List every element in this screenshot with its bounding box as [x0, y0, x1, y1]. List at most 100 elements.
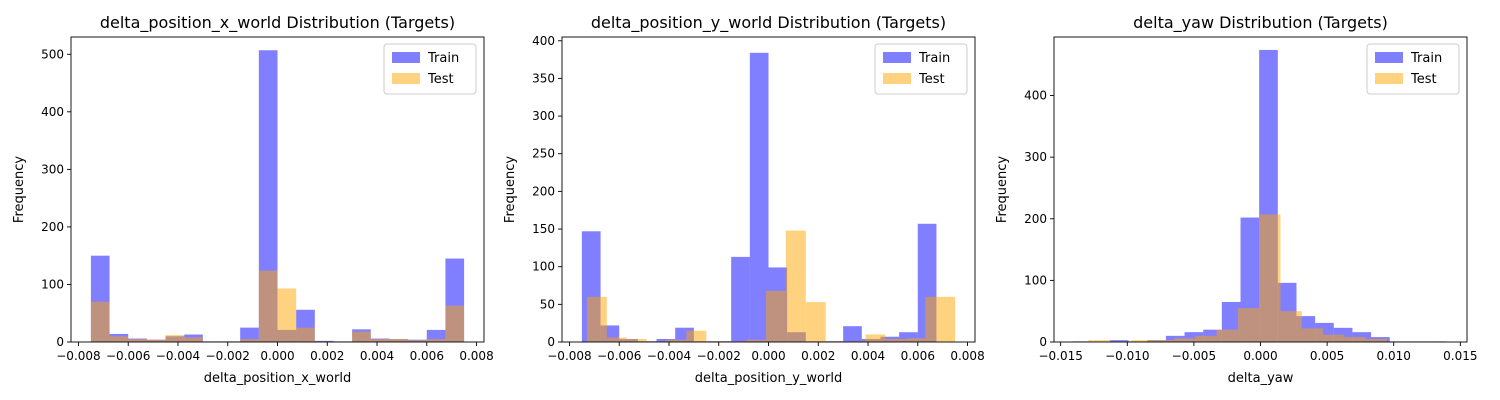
y-tick-label: 300 — [532, 109, 555, 123]
bar-test-9 — [1280, 311, 1302, 342]
x-tick-label: 0.010 — [1377, 349, 1411, 363]
bar-test-11 — [296, 327, 315, 342]
legend-swatch-test — [1375, 73, 1403, 84]
bar-test-4 — [1173, 338, 1196, 342]
bar-train-9 — [258, 50, 278, 343]
x-tick-label: −0.004 — [647, 349, 691, 363]
y-tick-label: 50 — [540, 297, 555, 311]
chart-title: delta_yaw Distribution (Targets) — [1133, 13, 1388, 33]
x-tick-label: −0.008 — [56, 349, 100, 363]
x-tick-label: 0.008 — [459, 349, 493, 363]
x-tick-label: 0.000 — [260, 349, 294, 363]
chart-panel-1: −0.008 −0.006 −0.004 −0.002 0.000 0.002 0.004 0… — [12, 13, 494, 386]
bar-train-6 — [1184, 332, 1204, 342]
y-axis-label: Frequency — [12, 156, 27, 223]
bar-test-15 — [885, 338, 906, 342]
bar-test-11 — [805, 302, 826, 342]
x-tick-label: 0.002 — [310, 349, 344, 363]
bar-test-8 — [746, 339, 767, 342]
y-tick-label: 200 — [532, 184, 555, 198]
bar-test-15 — [370, 339, 390, 342]
bar-test-8 — [240, 339, 259, 342]
bar-test-17 — [408, 340, 427, 342]
bar-train-17 — [899, 332, 918, 342]
x-tick-label: −0.002 — [697, 349, 741, 363]
bar-test-4 — [666, 339, 687, 342]
bar-test-5 — [686, 330, 707, 342]
bar-test-9 — [766, 290, 786, 342]
series-test — [90, 270, 465, 342]
bar-train-8 — [731, 256, 750, 342]
x-tick-label: 0.006 — [901, 349, 935, 363]
legend-label-train: Train — [1410, 51, 1442, 66]
legend: Train Test — [874, 43, 968, 95]
y-tick-label: 400 — [1024, 89, 1047, 103]
series-test — [586, 230, 956, 342]
bar-test-10 — [1301, 328, 1324, 342]
x-tick-label: 0.005 — [1310, 349, 1344, 363]
bar-test-16 — [389, 339, 409, 342]
bar-test-18 — [426, 339, 446, 342]
bar-train-4 — [656, 338, 676, 342]
y-tick-label: 0 — [1039, 335, 1047, 349]
y-tick-label: 200 — [41, 220, 64, 234]
legend-label-train: Train — [918, 51, 950, 66]
y-tick-label: 400 — [532, 34, 555, 48]
bar-train-18 — [426, 329, 446, 342]
y-tick-label: 100 — [41, 277, 64, 291]
x-axis-label: delta_position_y_world — [695, 371, 842, 386]
bar-test-3 — [146, 339, 166, 342]
chart-panel-2: −0.008 −0.006 −0.004 −0.002 0.000 0.002 0.004 0… — [503, 13, 985, 386]
legend: Train Test — [383, 43, 477, 95]
bar-test-0 — [586, 296, 607, 342]
legend-label-train: Train — [427, 51, 459, 66]
x-tick-label: 0.008 — [950, 349, 984, 363]
y-axis-label: Frequency — [503, 156, 518, 223]
bar-test-1 — [109, 336, 129, 342]
bar-train-14 — [843, 326, 862, 342]
bar-test-12 — [1344, 337, 1366, 342]
y-tick-label: 0 — [547, 335, 555, 349]
y-tick-label: 100 — [532, 260, 555, 274]
legend-swatch-train — [1375, 52, 1403, 63]
bar-test-4 — [165, 335, 185, 342]
bar-test-10 — [785, 230, 806, 342]
y-tick-label: 100 — [1024, 273, 1047, 287]
chart-title: delta_position_y_world Distribution (Tar… — [591, 13, 946, 33]
bar-test-5 — [1195, 335, 1217, 342]
y-tick-label: 300 — [41, 162, 64, 176]
bar-test-3 — [1152, 340, 1174, 342]
y-tick-label: 200 — [1024, 212, 1047, 226]
y-tick-label: 400 — [41, 105, 64, 119]
x-axis-label: delta_yaw — [1228, 371, 1294, 386]
bar-test-11 — [1323, 334, 1345, 342]
legend-swatch-train — [883, 52, 911, 63]
chart-title: delta_position_x_world Distribution (Tar… — [100, 13, 455, 33]
x-tick-label: 0.004 — [851, 349, 885, 363]
bar-test-2 — [1131, 340, 1153, 342]
bar-train-8 — [240, 327, 259, 342]
x-tick-label: −0.006 — [597, 349, 641, 363]
bar-test-6 — [1216, 329, 1238, 342]
legend-label-test: Test — [918, 72, 945, 87]
x-tick-label: 0.015 — [1443, 349, 1477, 363]
x-tick-label: 0.000 — [1243, 349, 1277, 363]
legend-swatch-test — [883, 73, 911, 84]
series-test — [1088, 214, 1388, 342]
legend-label-test: Test — [427, 72, 454, 87]
bar-test-10 — [277, 288, 297, 342]
x-tick-label: 0.000 — [751, 349, 785, 363]
bar-test-7 — [1237, 308, 1260, 342]
y-tick-label: 500 — [41, 47, 64, 61]
bar-test-9 — [258, 270, 278, 342]
x-tick-label: −0.010 — [1105, 349, 1149, 363]
x-tick-label: −0.002 — [206, 349, 250, 363]
bar-test-5 — [184, 337, 203, 342]
y-tick-label: 250 — [532, 147, 555, 161]
bar-test-1 — [606, 337, 627, 342]
x-tick-label: 0.002 — [801, 349, 835, 363]
bar-test-19 — [445, 305, 465, 342]
bar-test-0 — [90, 301, 110, 342]
bar-test-8 — [1259, 214, 1281, 342]
